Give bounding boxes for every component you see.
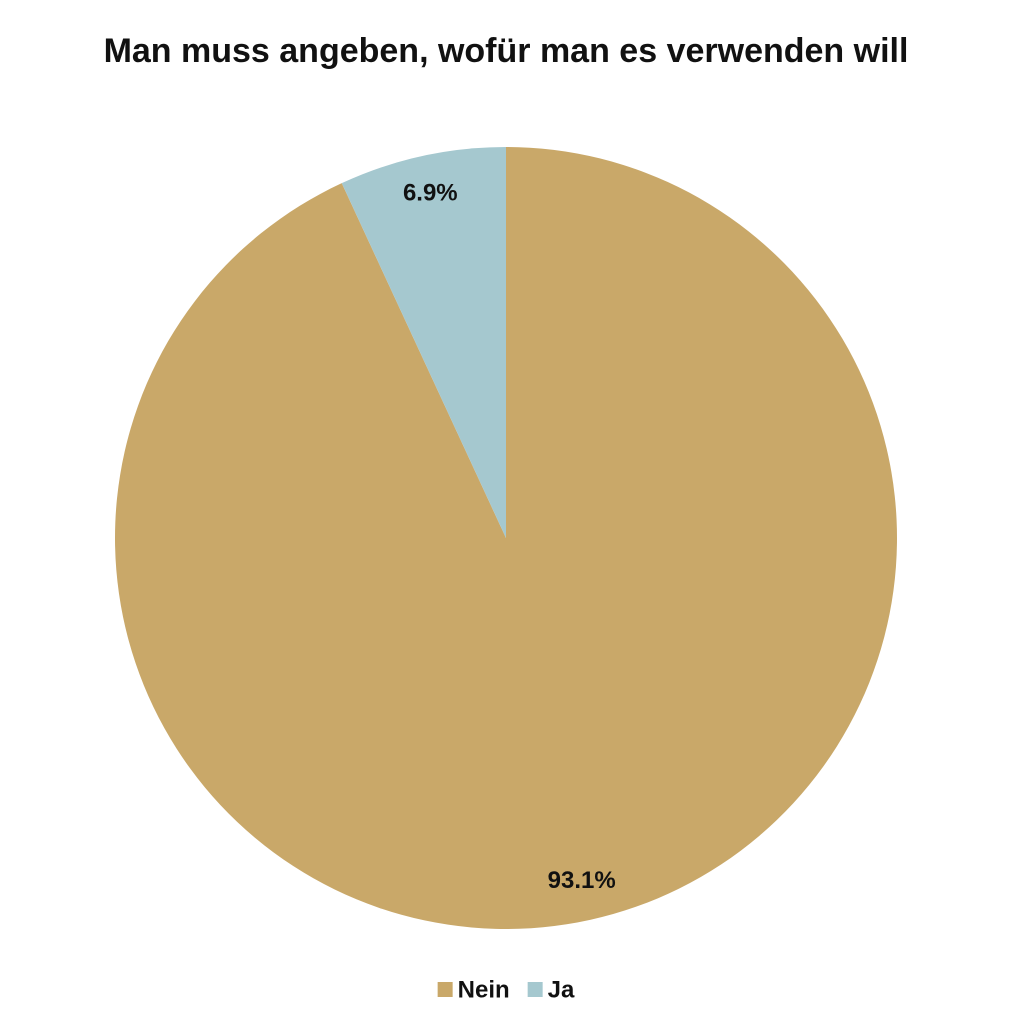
pie-slice — [341, 147, 506, 538]
data-label: 6.9% — [403, 180, 458, 207]
legend-swatch — [437, 982, 453, 997]
chart-title: Man muss angeben, wofür man es verwenden… — [103, 32, 909, 70]
data-label: 93.1% — [548, 867, 616, 894]
legend-swatch — [527, 982, 543, 997]
legend-label: Nein — [458, 976, 510, 1003]
pie-slice — [115, 147, 897, 929]
legend-label: Ja — [548, 976, 575, 1003]
